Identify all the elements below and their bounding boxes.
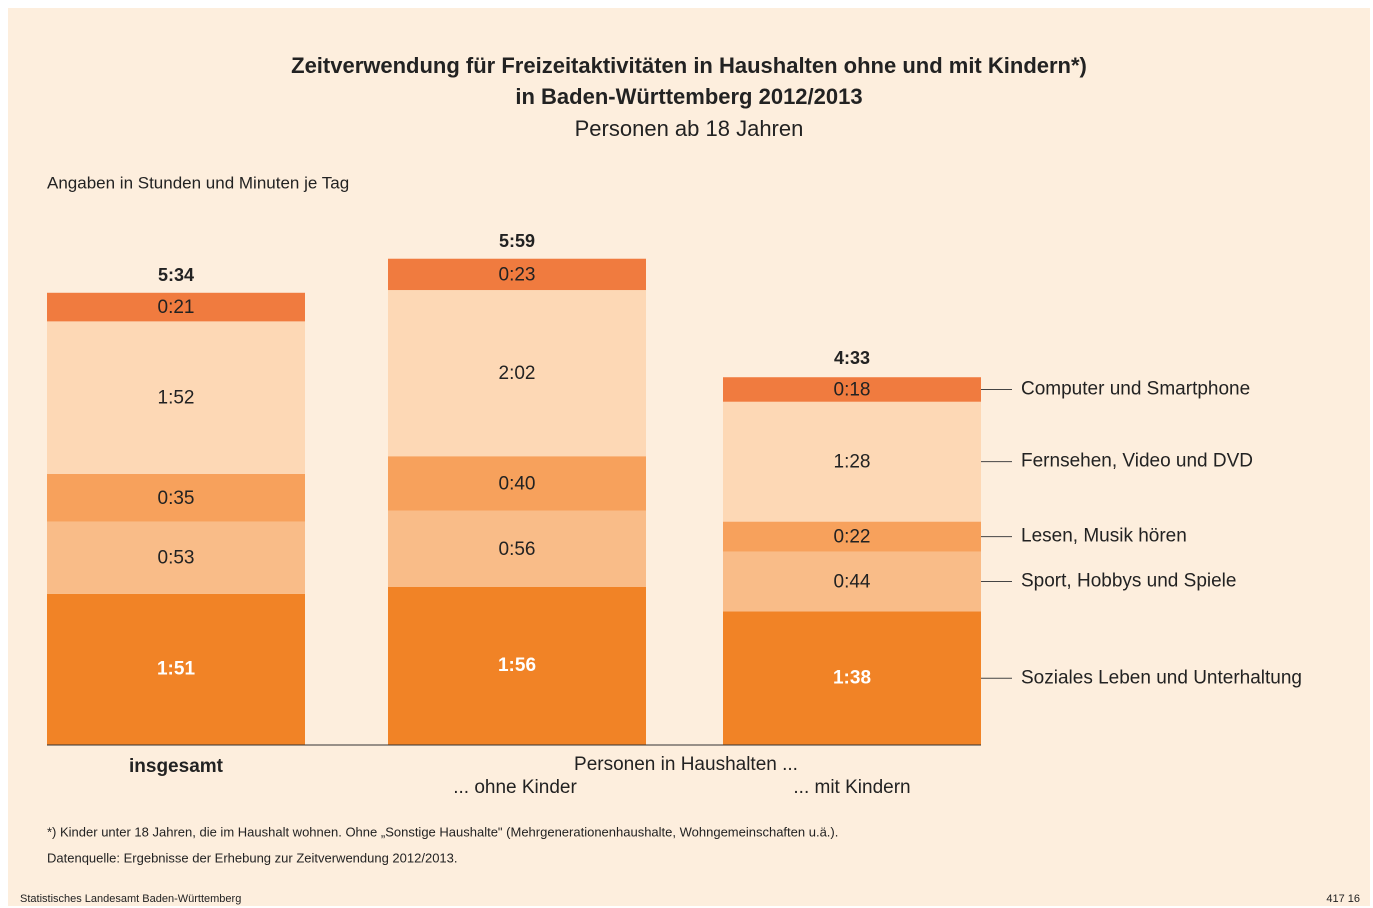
bar-segment	[723, 521, 981, 552]
x-tick-label: ... mit Kindern	[793, 777, 910, 798]
value-label: 1:56	[498, 655, 536, 676]
value-label: 1:38	[833, 667, 871, 688]
bar-segment	[723, 377, 981, 402]
publisher: Statistisches Landesamt Baden-Württember…	[20, 893, 241, 905]
legend-label: Sport, Hobbys und Spiele	[1021, 571, 1236, 592]
legend-label: Soziales Leben und Unterhaltung	[1021, 667, 1302, 688]
value-label: 0:44	[834, 572, 871, 593]
bar-segment	[723, 401, 981, 522]
chart-subtitle: Personen ab 18 Jahren	[575, 116, 804, 141]
code: 417 16	[1326, 893, 1360, 905]
bar-segment	[47, 521, 305, 594]
chart-title: in Baden-Württemberg 2012/2013	[515, 84, 862, 109]
value-label: 1:52	[158, 388, 195, 409]
value-label: 0:40	[499, 473, 536, 494]
footnote: *) Kinder unter 18 Jahren, die im Hausha…	[47, 824, 838, 839]
bar-segment	[47, 593, 305, 745]
value-label: 1:28	[834, 452, 871, 473]
value-label: 0:53	[158, 548, 195, 569]
legend-label: Lesen, Musik hören	[1021, 526, 1187, 547]
bar-segment	[47, 473, 305, 522]
bar-segment	[723, 551, 981, 612]
value-label: 0:56	[499, 539, 536, 560]
total-label: 5:59	[499, 231, 535, 251]
value-label: 0:18	[834, 380, 871, 401]
legend-label: Computer und Smartphone	[1021, 379, 1250, 400]
value-label: 0:23	[499, 264, 536, 285]
value-label: 0:35	[158, 488, 195, 509]
bar-segment	[388, 290, 646, 457]
value-label: 1:51	[157, 658, 195, 679]
legend-label: Fernsehen, Video und DVD	[1021, 451, 1253, 472]
bar-segment	[388, 456, 646, 511]
group-label: Personen in Haushalten ...	[574, 754, 798, 775]
total-label: 5:34	[158, 265, 194, 285]
bar-segment	[47, 321, 305, 474]
value-label: 0:21	[158, 297, 195, 318]
bar-segment	[388, 586, 646, 745]
chart-title: Zeitverwendung für Freizeitaktivitäten i…	[291, 53, 1087, 78]
value-label: 2:02	[499, 363, 536, 384]
source: Datenquelle: Ergebnisse der Erhebung zur…	[47, 850, 458, 865]
value-label: 0:22	[834, 527, 871, 548]
x-tick-label: ... ohne Kinder	[453, 777, 577, 798]
bar-segment	[388, 258, 646, 291]
bar-segment	[388, 510, 646, 587]
x-tick-label: insgesamt	[129, 756, 224, 777]
bar-segment	[47, 292, 305, 322]
unit-note: Angaben in Stunden und Minuten je Tag	[47, 173, 349, 192]
total-label: 4:33	[834, 348, 870, 368]
bar-segment	[723, 611, 981, 745]
